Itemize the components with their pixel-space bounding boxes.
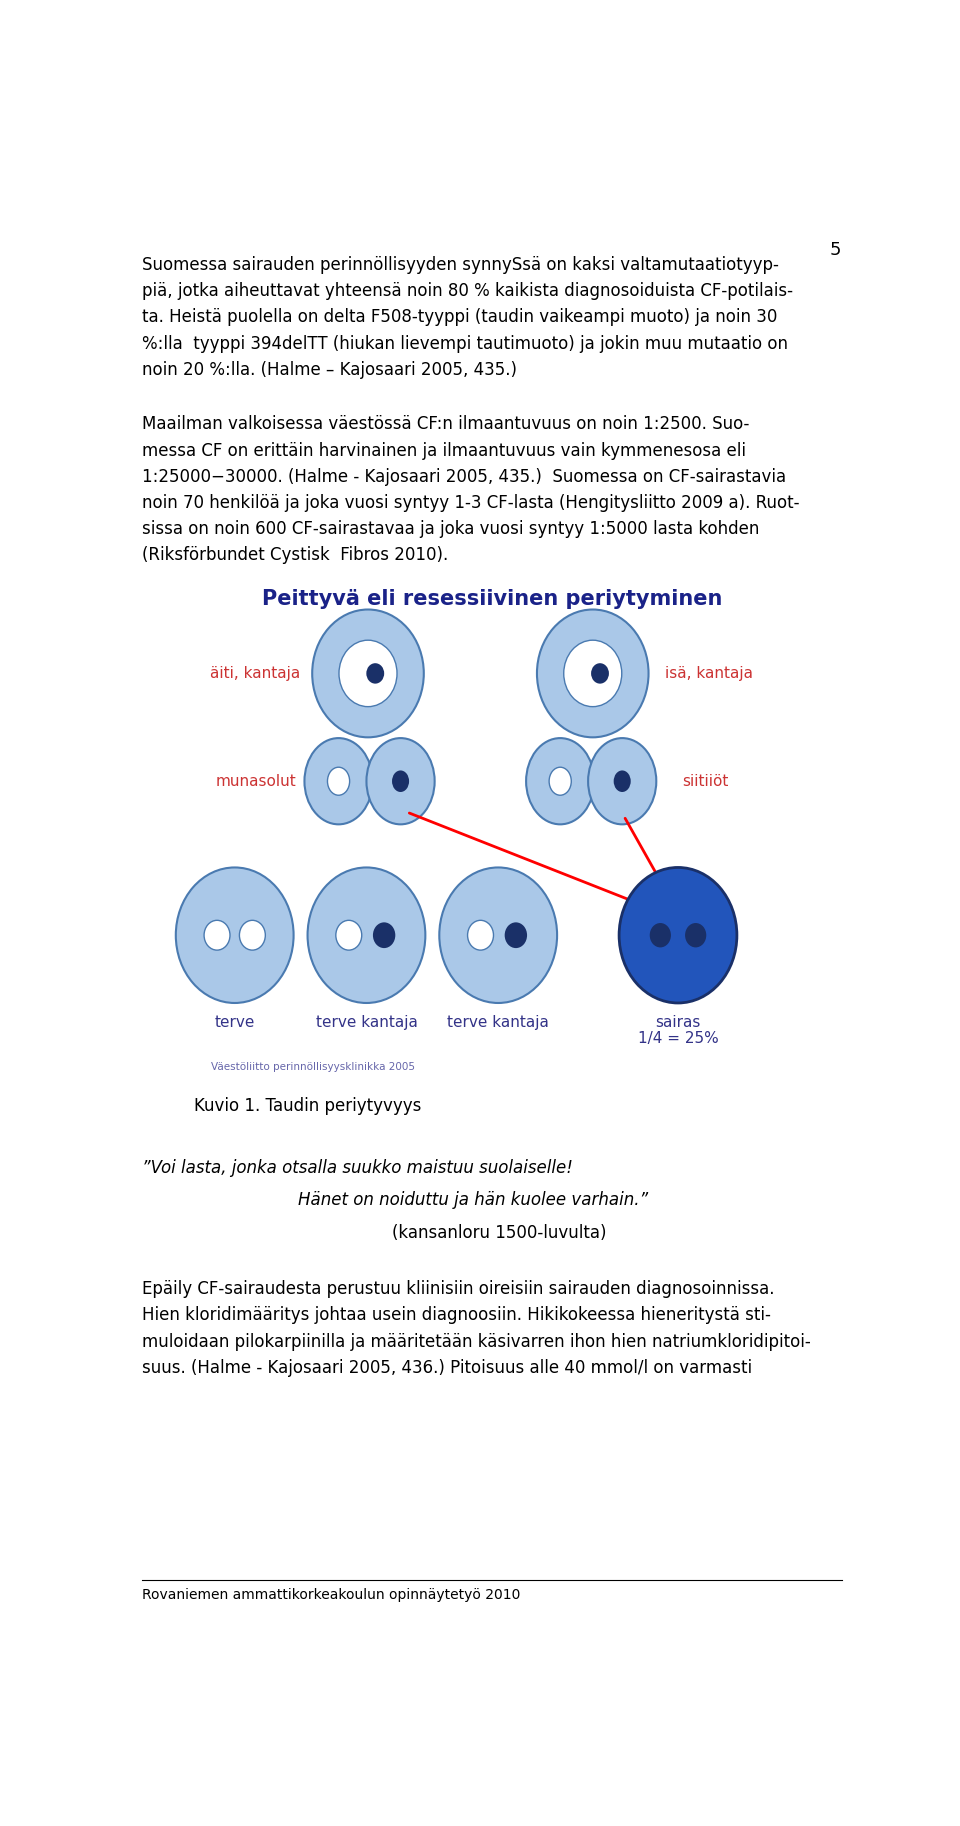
- Text: Peittyvä eli resessiivinen periytyminen: Peittyvä eli resessiivinen periytyminen: [262, 588, 722, 608]
- Ellipse shape: [564, 641, 622, 707]
- Ellipse shape: [685, 922, 707, 948]
- Text: noin 20 %:lla. (Halme – Kajosaari 2005, 435.): noin 20 %:lla. (Halme – Kajosaari 2005, …: [142, 362, 516, 378]
- Text: sissa on noin 600 CF-sairastavaa ja joka vuosi syntyy 1:5000 lasta kohden: sissa on noin 600 CF-sairastavaa ja joka…: [142, 520, 759, 539]
- Ellipse shape: [176, 867, 294, 1002]
- Text: Maailman valkoisessa väestössä CF:n ilmaantuvuus on noin 1:2500. Suo-: Maailman valkoisessa väestössä CF:n ilma…: [142, 416, 749, 433]
- Text: siitiiöt: siitiiöt: [682, 774, 729, 789]
- Ellipse shape: [327, 767, 349, 796]
- Ellipse shape: [537, 610, 649, 738]
- Text: messa CF on erittäin harvinainen ja ilmaantuvuus vain kymmenesosa eli: messa CF on erittäin harvinainen ja ilma…: [142, 442, 746, 460]
- Ellipse shape: [372, 922, 396, 948]
- Text: (Riksförbundet Cystisk  Fibros 2010).: (Riksförbundet Cystisk Fibros 2010).: [142, 546, 448, 564]
- Ellipse shape: [468, 920, 493, 950]
- Ellipse shape: [505, 922, 527, 948]
- Ellipse shape: [440, 867, 557, 1002]
- Text: Epäily CF-sairaudesta perustuu kliinisiin oireisiin sairauden diagnosoinnissa.: Epäily CF-sairaudesta perustuu kliinisii…: [142, 1280, 774, 1298]
- Text: 5: 5: [829, 241, 841, 259]
- Ellipse shape: [239, 920, 265, 950]
- Ellipse shape: [312, 610, 423, 738]
- Text: 1/4 = 25%: 1/4 = 25%: [637, 1032, 718, 1046]
- Ellipse shape: [591, 663, 609, 683]
- Text: piä, jotka aiheuttavat yhteensä noin 80 % kaikista diagnosoiduista CF-potilais-: piä, jotka aiheuttavat yhteensä noin 80 …: [142, 283, 793, 299]
- Text: Rovaniemen ammattikorkeakoulun opinnäytetyö 2010: Rovaniemen ammattikorkeakoulun opinnäyte…: [142, 1589, 520, 1601]
- Ellipse shape: [650, 922, 671, 948]
- Text: sairas: sairas: [656, 1015, 701, 1030]
- Text: Väestöliitto perinnöllisyysklinikka 2005: Väestöliitto perinnöllisyysklinikka 2005: [211, 1063, 416, 1072]
- Ellipse shape: [307, 867, 425, 1002]
- Ellipse shape: [367, 663, 384, 683]
- Text: terve kantaja: terve kantaja: [316, 1015, 418, 1030]
- Ellipse shape: [204, 920, 230, 950]
- Text: Hänet on noiduttu ja hän kuolee varhain.”: Hänet on noiduttu ja hän kuolee varhain.…: [299, 1191, 648, 1209]
- Ellipse shape: [526, 738, 594, 824]
- Ellipse shape: [304, 738, 372, 824]
- Text: äiti, kantaja: äiti, kantaja: [210, 666, 300, 681]
- Text: %:lla  tyyppi 394delTT (hiukan lievempi tautimuoto) ja jokin muu mutaatio on: %:lla tyyppi 394delTT (hiukan lievempi t…: [142, 334, 788, 352]
- Ellipse shape: [336, 920, 362, 950]
- Text: suus. (Halme - Kajosaari 2005, 436.) Pitoisuus alle 40 mmol/l on varmasti: suus. (Halme - Kajosaari 2005, 436.) Pit…: [142, 1359, 752, 1377]
- Text: (kansanloru 1500-luvulta): (kansanloru 1500-luvulta): [393, 1223, 607, 1242]
- Text: ta. Heistä puolella on delta F508-tyyppi (taudin vaikeampi muoto) ja noin 30: ta. Heistä puolella on delta F508-tyyppi…: [142, 309, 777, 327]
- Ellipse shape: [367, 738, 435, 824]
- Text: Kuvio 1. Taudin periytyvyys: Kuvio 1. Taudin periytyvyys: [194, 1097, 421, 1116]
- Ellipse shape: [549, 767, 571, 796]
- Text: terve: terve: [214, 1015, 255, 1030]
- Text: 1:25000−30000. (Halme - Kajosaari 2005, 435.)  Suomessa on CF-sairastavia: 1:25000−30000. (Halme - Kajosaari 2005, …: [142, 467, 786, 486]
- Ellipse shape: [392, 771, 409, 792]
- Text: noin 70 henkilöä ja joka vuosi syntyy 1-3 CF-lasta (Hengitysliitto 2009 a). Ruot: noin 70 henkilöä ja joka vuosi syntyy 1-…: [142, 495, 799, 511]
- Text: Suomessa sairauden perinnöllisyyden synnySsä on kaksi valtamutaatiotyyp-: Suomessa sairauden perinnöllisyyden synn…: [142, 256, 779, 274]
- Text: terve kantaja: terve kantaja: [447, 1015, 549, 1030]
- Text: Hien kloridimääritys johtaa usein diagnoosiin. Hikikokeessa hieneritystä sti-: Hien kloridimääritys johtaa usein diagno…: [142, 1306, 771, 1324]
- Text: ”Voi lasta, jonka otsalla suukko maistuu suolaiselle!: ”Voi lasta, jonka otsalla suukko maistuu…: [142, 1158, 572, 1176]
- Ellipse shape: [613, 771, 631, 792]
- Ellipse shape: [619, 867, 737, 1002]
- Text: muloidaan pilokarpiinilla ja määritetään käsivarren ihon hien natriumkloridipito: muloidaan pilokarpiinilla ja määritetään…: [142, 1333, 810, 1351]
- Ellipse shape: [339, 641, 397, 707]
- Text: isä, kantaja: isä, kantaja: [665, 666, 753, 681]
- Ellipse shape: [588, 738, 657, 824]
- Text: munasolut: munasolut: [215, 774, 296, 789]
